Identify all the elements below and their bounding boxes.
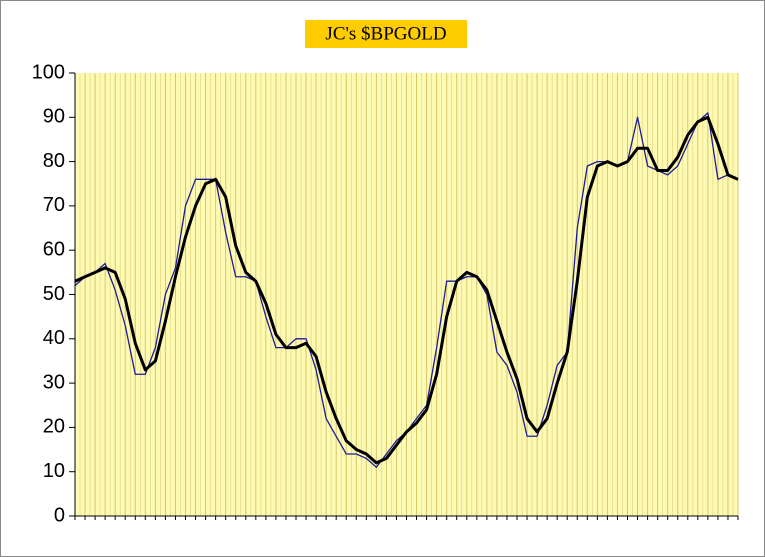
chart-title: JC's $BPGOLD xyxy=(325,23,446,44)
y-tick-label: 80 xyxy=(43,150,65,172)
y-tick-label: 10 xyxy=(43,460,65,482)
y-tick-label: 100 xyxy=(32,61,65,83)
title-box xyxy=(305,20,467,48)
y-tick-label: 0 xyxy=(54,504,65,526)
grid xyxy=(74,73,739,516)
lines xyxy=(74,112,739,468)
y-tick-label: 30 xyxy=(43,371,65,393)
series-line xyxy=(74,115,739,465)
y-tick-label: 50 xyxy=(43,283,65,305)
y-tick-label: 20 xyxy=(43,416,65,438)
y-tick-label: 70 xyxy=(43,194,65,216)
y-tick-label: 40 xyxy=(43,327,65,349)
y-tick-label: 90 xyxy=(43,106,65,128)
y-tick-label: 60 xyxy=(43,238,65,260)
